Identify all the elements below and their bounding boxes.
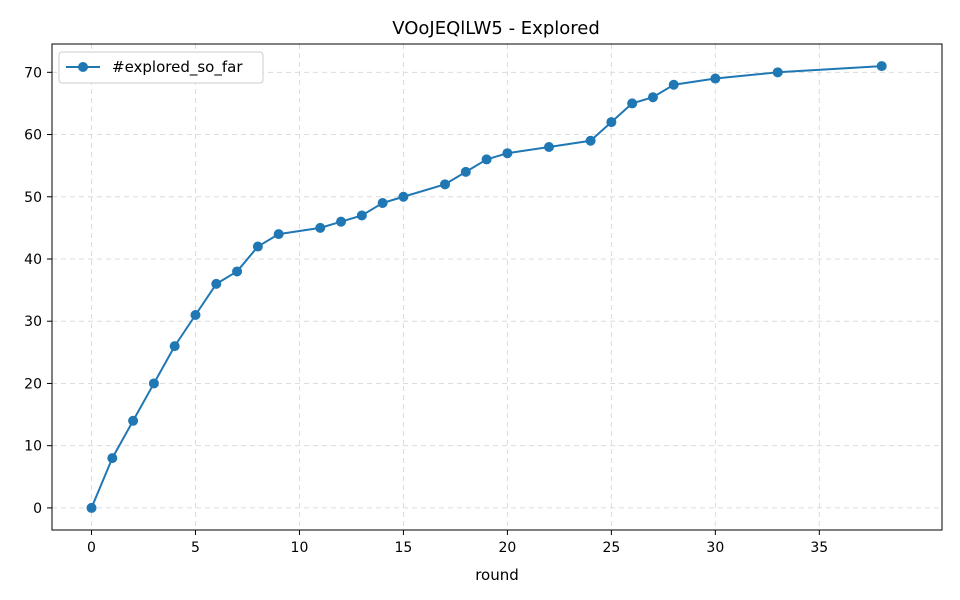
- data-point: [128, 415, 139, 426]
- y-tick-label: 30: [24, 314, 42, 330]
- data-point: [336, 216, 347, 227]
- x-tick-label: 30: [706, 540, 724, 556]
- x-tick-label: 25: [602, 540, 620, 556]
- data-point: [772, 67, 783, 78]
- x-tick-label: 5: [191, 540, 200, 556]
- data-point: [211, 278, 222, 289]
- series-layer: [86, 61, 887, 513]
- x-tick-label: 0: [87, 540, 96, 556]
- data-point: [148, 378, 159, 389]
- data-point: [710, 73, 721, 84]
- plot-frame: [51, 43, 943, 531]
- data-point: [647, 92, 658, 103]
- data-point: [252, 241, 263, 252]
- x-tick-label: 15: [395, 540, 413, 556]
- x-tick-label: 20: [498, 540, 516, 556]
- series-line: [90, 65, 882, 509]
- data-point: [481, 154, 492, 165]
- y-tick-label: 40: [24, 252, 42, 268]
- data-point: [190, 310, 201, 321]
- data-point: [273, 229, 284, 240]
- legend-marker: [78, 62, 88, 72]
- legend-box: [58, 51, 264, 84]
- data-point: [460, 166, 471, 177]
- grid-layer: [52, 44, 942, 530]
- y-tick-label: 10: [24, 439, 42, 455]
- data-point: [232, 266, 243, 277]
- data-point: [585, 135, 596, 146]
- data-point: [440, 179, 451, 190]
- data-point: [502, 148, 513, 159]
- data-point: [169, 341, 180, 352]
- x-tick-label: 35: [810, 540, 828, 556]
- chart-title: VOoJEQlLW5 - Explored: [392, 18, 600, 39]
- data-point: [876, 61, 887, 72]
- data-point: [398, 191, 409, 202]
- data-point: [315, 222, 326, 233]
- x-tick-label: 10: [291, 540, 309, 556]
- legend-label: #explored_so_far: [112, 58, 243, 77]
- data-point: [543, 141, 554, 152]
- y-tick-label: 50: [24, 190, 42, 206]
- y-tick-label: 0: [33, 501, 42, 517]
- data-point: [627, 98, 638, 109]
- data-point: [107, 453, 118, 464]
- y-tick-label: 60: [24, 128, 42, 144]
- y-tick-label: 70: [24, 65, 42, 81]
- data-point: [668, 79, 679, 90]
- data-point: [86, 502, 97, 513]
- data-point: [377, 197, 388, 208]
- ticks-layer: 0 5 10 15 20 25 30 35 0 10 20 30 40 50 60 70: [24, 65, 828, 556]
- y-tick-label: 20: [24, 376, 42, 392]
- legend: #explored_so_far: [58, 51, 264, 84]
- data-point: [606, 117, 617, 128]
- data-point: [356, 210, 367, 221]
- x-axis-label: round: [475, 566, 519, 584]
